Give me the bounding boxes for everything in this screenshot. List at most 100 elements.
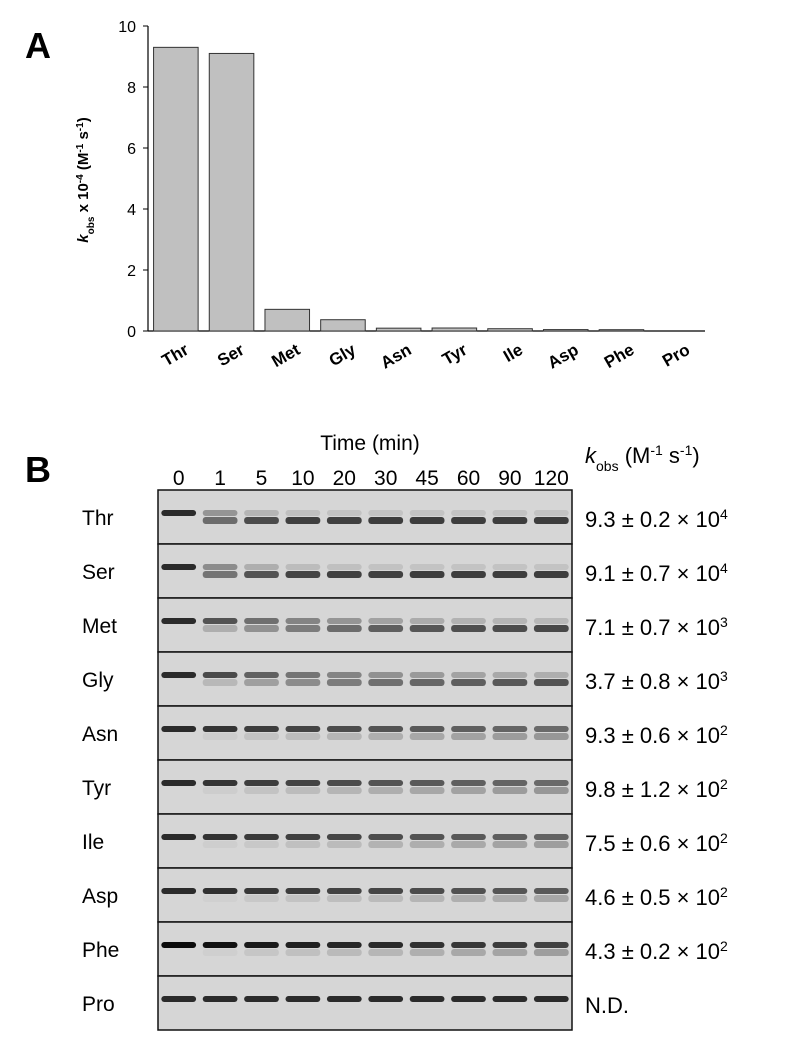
band (326, 733, 362, 740)
band (451, 834, 486, 840)
band (285, 679, 321, 686)
band (202, 780, 238, 786)
band (202, 625, 238, 632)
band (326, 571, 362, 578)
x-tick-label: Phe (601, 340, 638, 372)
rate-label: 7.1 ± 0.7 × 103 (585, 614, 728, 640)
y-label-part: k (75, 234, 92, 243)
band (244, 571, 279, 578)
band (533, 942, 569, 948)
band (409, 949, 445, 956)
band (326, 841, 362, 848)
band (492, 571, 528, 578)
y-label-part: obs (86, 216, 97, 234)
band (244, 949, 279, 956)
band (409, 895, 445, 902)
band (326, 517, 362, 524)
band (244, 895, 279, 902)
band (285, 841, 321, 848)
bar (598, 329, 645, 332)
bar (542, 329, 589, 332)
band (451, 510, 486, 516)
band (409, 517, 445, 524)
rate-part: 2 (720, 830, 728, 846)
band (244, 618, 279, 624)
band (492, 841, 528, 848)
band (285, 733, 321, 740)
band (285, 618, 321, 624)
band (368, 510, 404, 516)
band (492, 996, 528, 1002)
band (533, 672, 569, 678)
y-label-part: s (75, 131, 92, 144)
band (533, 679, 569, 686)
row-label: Asp (82, 885, 118, 908)
lane-label: 30 (374, 467, 397, 490)
lane-label: 0 (173, 467, 185, 490)
band (202, 942, 238, 948)
band (533, 571, 569, 578)
band (285, 834, 321, 840)
band (368, 841, 404, 848)
y-label-part: -1 (75, 143, 86, 152)
band (202, 517, 238, 524)
band (451, 726, 486, 732)
rate-label: 9.1 ± 0.7 × 104 (585, 560, 728, 586)
rate-label: N.D. (585, 993, 629, 1018)
y-label-part: -4 (75, 174, 86, 183)
band (161, 618, 197, 624)
band (326, 949, 362, 956)
band (533, 888, 569, 894)
band (409, 618, 445, 624)
band (326, 888, 362, 894)
band (202, 834, 238, 840)
bar (208, 52, 255, 332)
band (368, 517, 404, 524)
lane-label: 90 (498, 467, 521, 490)
band (492, 510, 528, 516)
band (409, 996, 445, 1002)
rate-header: kobs (M-1 s-1) (585, 442, 700, 474)
band (244, 510, 279, 516)
panel-label: A (25, 25, 51, 66)
band (244, 733, 279, 740)
band (451, 996, 486, 1002)
rate-part: 3 (720, 614, 728, 630)
band (326, 510, 362, 516)
rate-label: 4.6 ± 0.5 × 102 (585, 884, 728, 910)
band (202, 726, 238, 732)
rate-part: 9.1 ± 0.7 × 10 (585, 561, 720, 586)
row-label: Ser (82, 561, 115, 584)
band (285, 888, 321, 894)
band (244, 834, 279, 840)
band (368, 672, 404, 678)
band (244, 942, 279, 948)
band (492, 787, 528, 794)
gel-strip (157, 813, 573, 869)
rate-header-part: (M (619, 443, 651, 468)
y-tick-label: 8 (127, 80, 136, 97)
band (533, 618, 569, 624)
band (409, 726, 445, 732)
band (161, 672, 197, 678)
band (202, 510, 238, 516)
y-tick-label: 2 (127, 263, 136, 280)
band (202, 672, 238, 678)
band (244, 672, 279, 678)
x-tick-label: Asp (544, 340, 581, 373)
band (326, 672, 362, 678)
lane-label: 45 (415, 467, 438, 490)
lane-label: 60 (457, 467, 480, 490)
band (492, 888, 528, 894)
rate-part: N.D. (585, 993, 629, 1018)
band (451, 895, 486, 902)
band (326, 942, 362, 948)
band (451, 733, 486, 740)
band (533, 726, 569, 732)
panel-label: B (25, 449, 51, 490)
rate-part: 4 (720, 560, 728, 576)
band (368, 949, 404, 956)
rate-part: 2 (720, 938, 728, 954)
band (285, 780, 321, 786)
